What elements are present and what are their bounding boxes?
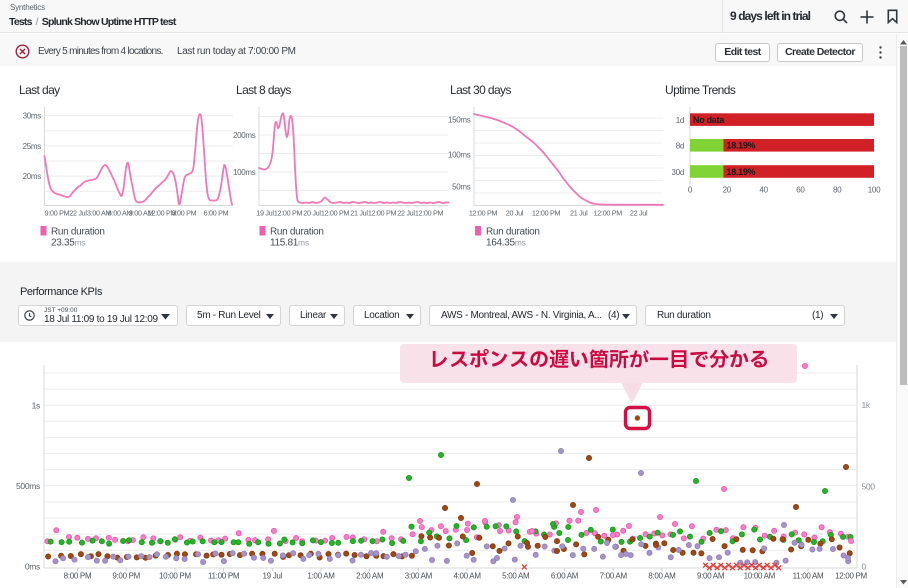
svg-text:3:00 PM: 3:00 PM <box>172 209 197 218</box>
svg-text:12:00 PM: 12:00 PM <box>415 209 444 218</box>
svg-text:9:00 AM: 9:00 AM <box>129 209 154 218</box>
svg-text:3:00 AM: 3:00 AM <box>405 572 433 581</box>
svg-text:200ms: 200ms <box>233 131 256 140</box>
svg-text:9:00 PM: 9:00 PM <box>112 572 140 581</box>
svg-text:40: 40 <box>759 186 768 195</box>
svg-text:12:00 PM: 12:00 PM <box>368 209 397 218</box>
svg-text:8d: 8d <box>676 142 684 151</box>
svg-text:21 Jul: 21 Jul <box>350 209 368 218</box>
svg-text:0: 0 <box>862 562 867 572</box>
svg-text:22 Jul: 22 Jul <box>69 209 87 218</box>
svg-text:Run duration: Run duration <box>51 227 105 238</box>
svg-text:1k: 1k <box>862 400 871 410</box>
svg-text:4:00 AM: 4:00 AM <box>453 572 481 581</box>
svg-text:22 Jul: 22 Jul <box>630 209 648 218</box>
svg-text:Last day: Last day <box>19 83 60 97</box>
svg-text:9:00 PM: 9:00 PM <box>45 209 70 218</box>
svg-text:2:00 AM: 2:00 AM <box>356 572 384 581</box>
svg-text:11:00 AM: 11:00 AM <box>793 572 824 581</box>
svg-text:11:00 PM: 11:00 PM <box>208 572 240 581</box>
svg-text:6:00 AM: 6:00 AM <box>108 209 133 218</box>
svg-text:10:00 AM: 10:00 AM <box>744 572 776 581</box>
svg-text:12:00 PM: 12:00 PM <box>321 209 350 218</box>
svg-text:12:00 PM: 12:00 PM <box>835 572 867 581</box>
svg-text:500: 500 <box>862 482 876 492</box>
svg-text:8:00 PM: 8:00 PM <box>64 572 92 581</box>
svg-text:1s: 1s <box>32 401 40 411</box>
svg-text:Last 8 days: Last 8 days <box>236 83 291 97</box>
svg-text:30d: 30d <box>672 168 684 177</box>
svg-text:Run duration: Run duration <box>486 227 540 238</box>
svg-text:19 Jul: 19 Jul <box>263 572 283 581</box>
svg-text:20 Jul: 20 Jul <box>506 209 524 218</box>
svg-text:18.19%: 18.19% <box>727 141 756 151</box>
svg-text:25ms: 25ms <box>23 142 42 151</box>
svg-text:100ms: 100ms <box>233 168 256 177</box>
svg-text:164.35ms: 164.35ms <box>486 238 526 249</box>
svg-text:19 Jul: 19 Jul <box>256 209 274 218</box>
svg-text:21 Jul: 21 Jul <box>570 209 588 218</box>
svg-text:18.19%: 18.19% <box>727 167 756 177</box>
svg-text:6:00 AM: 6:00 AM <box>551 572 579 581</box>
svg-text:5:00 AM: 5:00 AM <box>502 572 530 581</box>
svg-text:9:00 AM: 9:00 AM <box>697 572 725 581</box>
svg-text:500ms: 500ms <box>16 481 40 491</box>
svg-text:Last 30 days: Last 30 days <box>450 83 511 97</box>
svg-text:80: 80 <box>833 186 842 195</box>
svg-text:No data: No data <box>693 115 725 125</box>
svg-text:0ms: 0ms <box>25 562 40 572</box>
svg-text:1:00 AM: 1:00 AM <box>307 572 335 581</box>
svg-text:12:00 PM: 12:00 PM <box>274 209 303 218</box>
svg-text:10:00 PM: 10:00 PM <box>159 572 191 581</box>
svg-text:7:00 AM: 7:00 AM <box>600 572 628 581</box>
svg-text:12:00 PM: 12:00 PM <box>532 209 561 218</box>
svg-text:12:00 PM: 12:00 PM <box>469 209 498 218</box>
svg-text:23.35ms: 23.35ms <box>51 238 85 249</box>
svg-text:0: 0 <box>688 186 693 195</box>
svg-text:30ms: 30ms <box>23 112 42 121</box>
svg-text:Run duration: Run duration <box>270 227 324 238</box>
svg-text:12:00 PM: 12:00 PM <box>594 209 623 218</box>
svg-text:8:00 AM: 8:00 AM <box>648 572 676 581</box>
svg-text:20 Jul: 20 Jul <box>303 209 321 218</box>
svg-text:20: 20 <box>723 186 732 195</box>
svg-text:3:00 AM: 3:00 AM <box>87 209 112 218</box>
svg-text:100ms: 100ms <box>448 151 471 160</box>
svg-text:100: 100 <box>868 186 881 195</box>
svg-text:20ms: 20ms <box>23 172 42 181</box>
svg-text:22 Jul: 22 Jul <box>397 209 415 218</box>
svg-text:Uptime Trends: Uptime Trends <box>665 83 736 97</box>
svg-text:1d: 1d <box>676 116 684 125</box>
svg-text:12:00 PM: 12:00 PM <box>148 209 177 218</box>
svg-text:6:00 PM: 6:00 PM <box>204 209 229 218</box>
svg-text:50ms: 50ms <box>452 183 471 192</box>
svg-text:115.81ms: 115.81ms <box>270 238 309 249</box>
svg-text:60: 60 <box>796 186 805 195</box>
svg-text:150ms: 150ms <box>448 116 471 125</box>
